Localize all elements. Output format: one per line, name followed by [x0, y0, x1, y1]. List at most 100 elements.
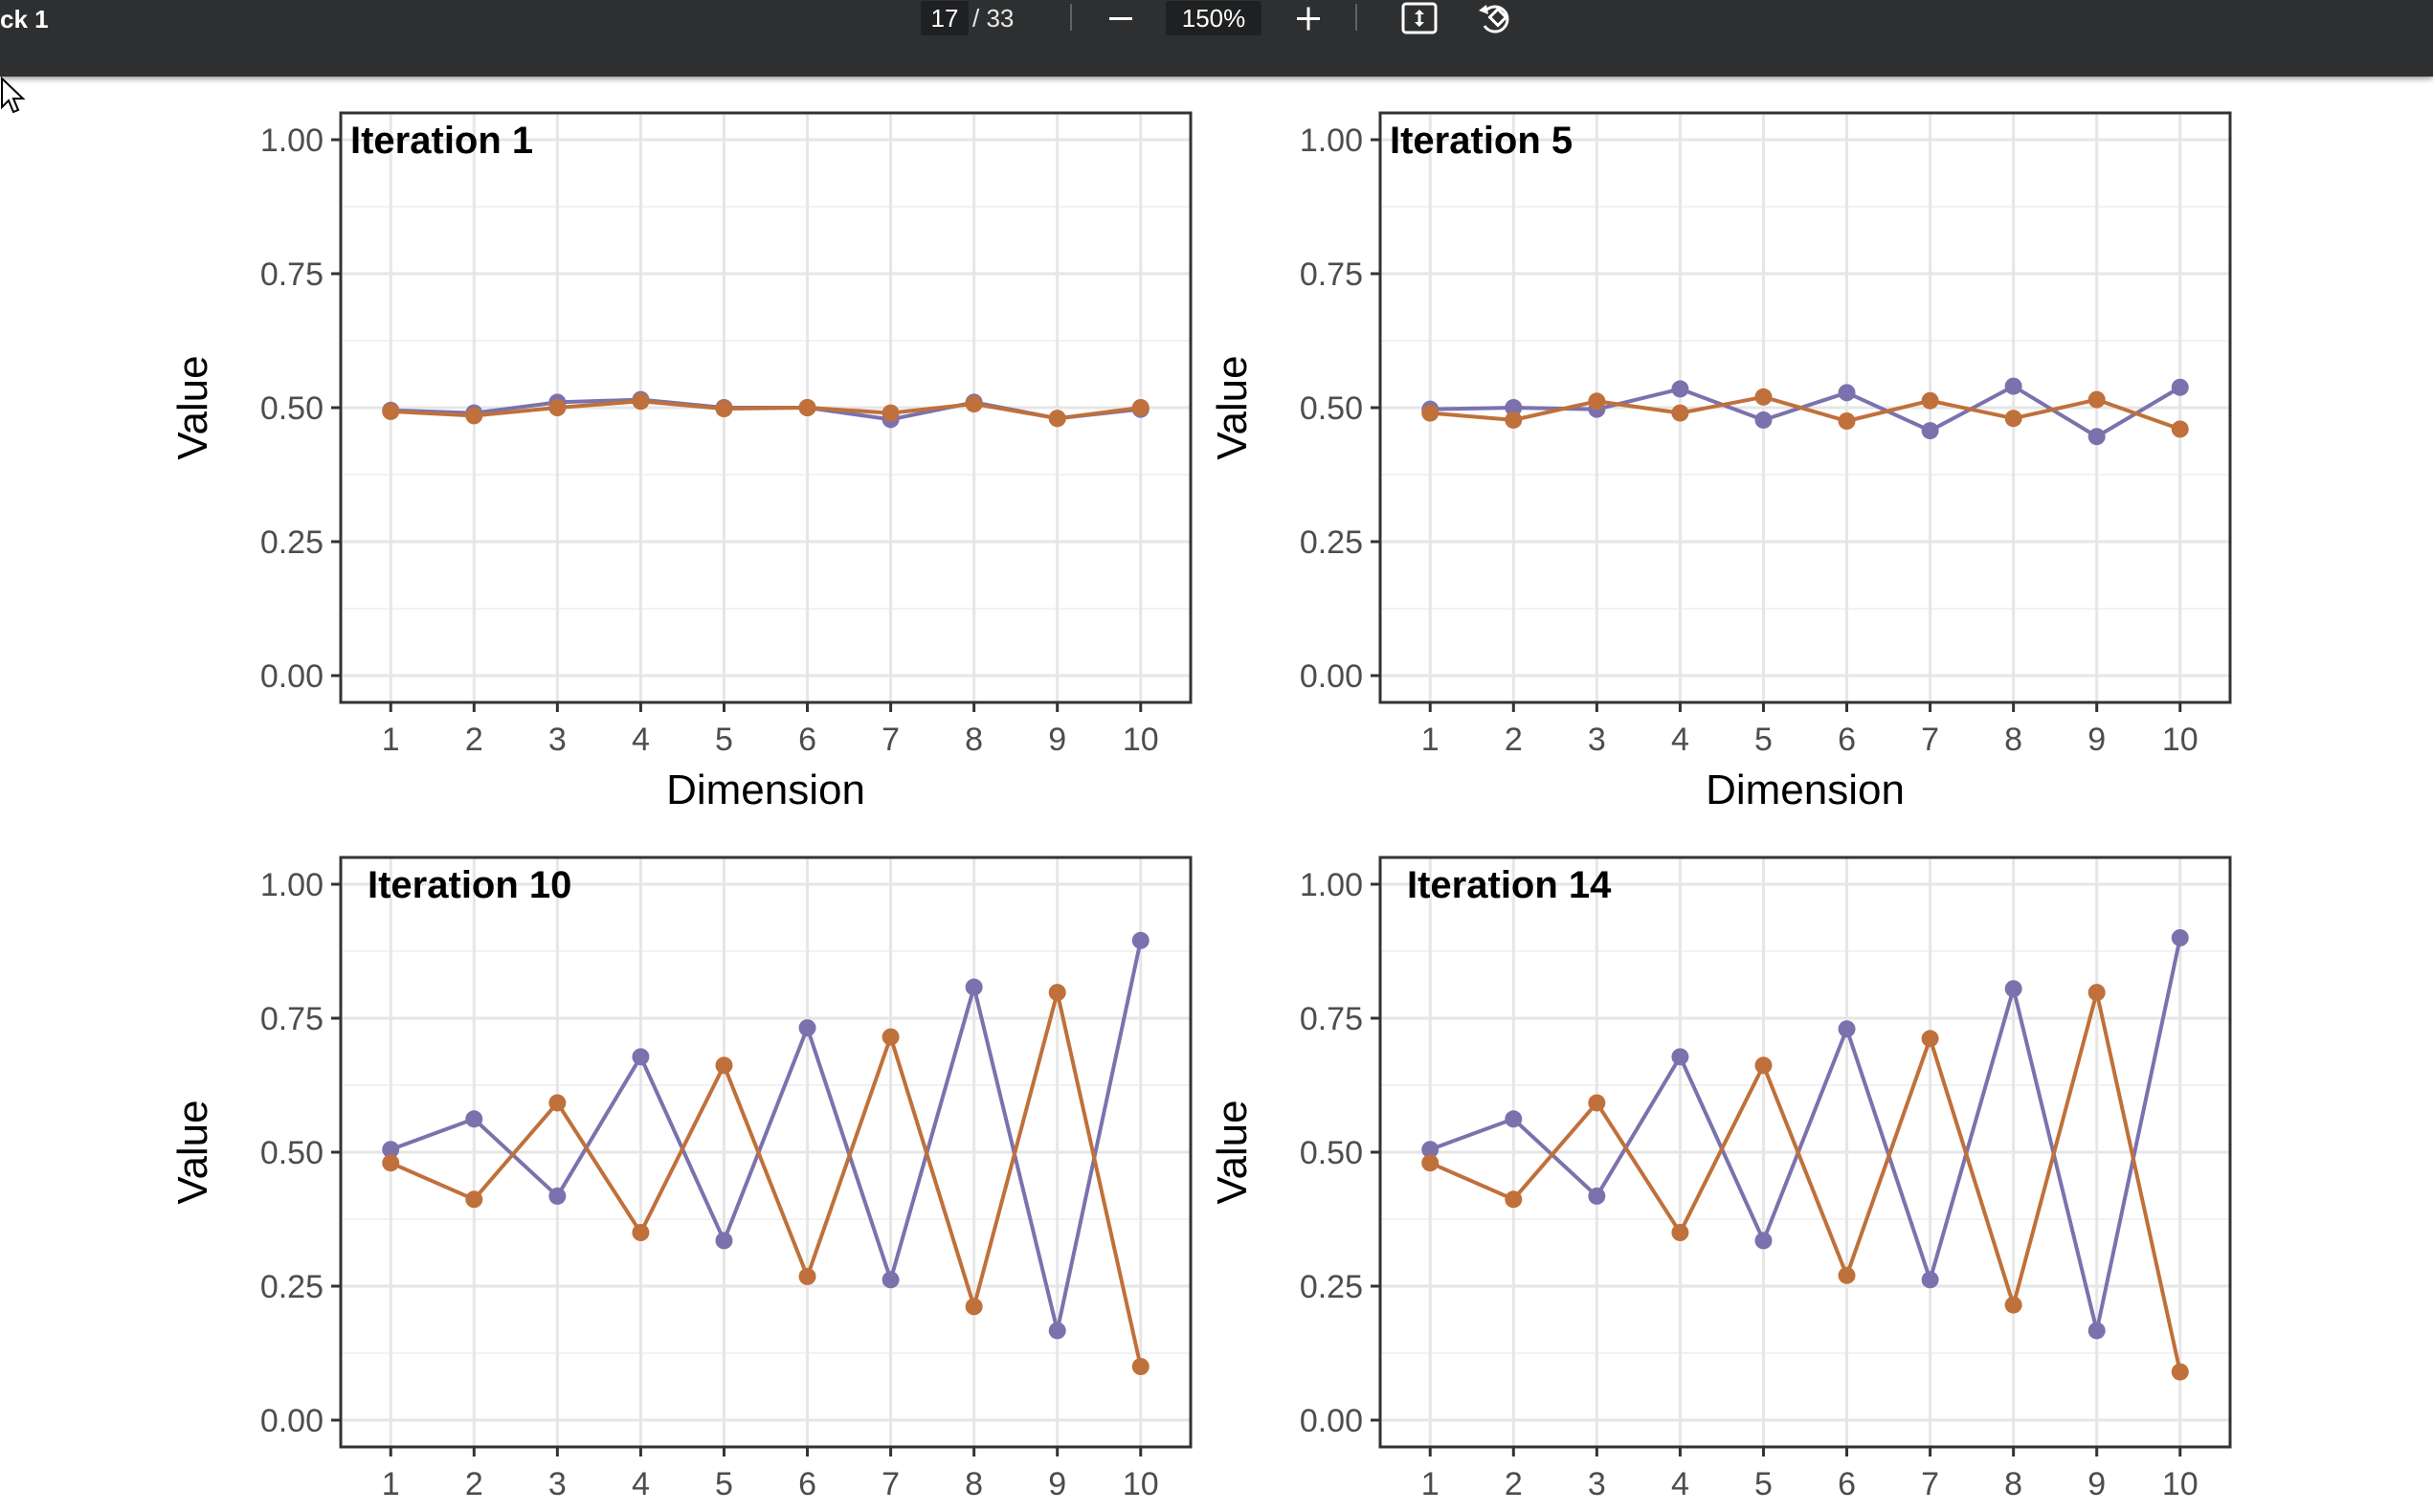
x-tick-label: 4	[632, 1466, 650, 1502]
x-tick-label: 3	[1588, 1466, 1606, 1502]
y-tick-label: 0.50	[1300, 390, 1363, 427]
fit-page-icon	[1401, 2, 1438, 34]
data-point	[1421, 1141, 1440, 1159]
data-point	[715, 1232, 733, 1250]
x-tick-label: 1	[1421, 722, 1440, 758]
page-number-input[interactable]: 17	[921, 1, 969, 35]
mouse-cursor-icon	[0, 77, 26, 114]
plus-icon	[1297, 7, 1320, 31]
faceted-line-charts: Iteration 1 0.00 0.25 0.50 0.75 1.00 1 2 3 4 5 6 7 8 9…	[169, 111, 2232, 1502]
data-point	[1588, 1187, 1606, 1205]
data-point	[1671, 1224, 1689, 1241]
x-tick-label: 6	[1838, 722, 1856, 758]
x-tick-label: 7	[882, 1466, 900, 1502]
x-tick-label: 8	[2004, 1466, 2022, 1502]
series-line	[1430, 394, 2181, 432]
x-tick-label: 2	[465, 1466, 483, 1502]
x-tick-label: 8	[2004, 722, 2022, 758]
data-point	[882, 1028, 900, 1046]
chart-panel: Iteration 5 0.00 0.25 0.50 0.75 1.00 1 2 3 4 5 6 7 8 9…	[1209, 111, 2232, 813]
series-line	[390, 940, 1143, 1333]
x-tick-label: 1	[382, 722, 400, 758]
data-point	[1131, 931, 1150, 949]
x-tick-label: 6	[1838, 1466, 1856, 1502]
data-point	[1671, 404, 1689, 422]
data-point	[1131, 399, 1150, 416]
data-point	[2171, 420, 2189, 438]
panel-title: Iteration 5	[1390, 120, 1573, 162]
pdf-toolbar: ck 1 17 / 33 150%	[0, 0, 2433, 77]
data-point	[465, 1110, 483, 1128]
x-tick-label: 8	[965, 1466, 983, 1502]
rotate-button[interactable]	[1474, 0, 1518, 36]
data-point	[1505, 1190, 1523, 1209]
x-tick-label: 5	[715, 1466, 733, 1502]
toolbar-divider	[1355, 4, 1357, 31]
chart-panel: Iteration 10 0.00 0.25 0.50 0.75 1.00 1 2 3 4 5 6 7 8…	[169, 856, 1193, 1502]
data-point	[1048, 410, 1066, 428]
page-total-label: / 33	[972, 4, 1015, 33]
x-tick-label: 1	[382, 1466, 400, 1502]
data-point	[632, 1224, 650, 1241]
y-tick-label: 0.25	[1300, 1269, 1363, 1305]
x-tick-label: 4	[632, 722, 650, 758]
data-point	[548, 399, 567, 416]
y-tick-label: 0.00	[260, 1403, 324, 1439]
y-axis-label: Value	[1209, 1100, 1256, 1204]
data-point	[1048, 984, 1066, 1002]
x-tick-label: 5	[715, 722, 733, 758]
data-point	[2087, 390, 2106, 409]
data-point	[632, 1048, 650, 1066]
data-point	[2004, 980, 2022, 998]
y-tick-label: 0.75	[1300, 256, 1363, 293]
x-tick-label: 5	[1754, 722, 1773, 758]
x-tick-label: 3	[1588, 722, 1606, 758]
series-line	[1429, 990, 2182, 1373]
zoom-level-input[interactable]: 150%	[1166, 1, 1261, 35]
x-tick-label: 1	[1421, 1466, 1440, 1502]
fit-to-page-button[interactable]	[1397, 0, 1441, 36]
x-tick-label: 10	[2162, 1466, 2199, 1502]
data-point	[465, 407, 483, 425]
y-tick-label: 0.50	[260, 1135, 324, 1171]
data-point	[715, 400, 733, 418]
toolbar-divider	[1070, 4, 1072, 31]
y-tick-label: 1.00	[1300, 122, 1363, 159]
data-point	[1838, 412, 1856, 430]
data-point	[1505, 1110, 1523, 1128]
y-tick-label: 1.00	[260, 867, 324, 903]
data-point	[1671, 1048, 1689, 1066]
data-point	[2171, 1363, 2189, 1381]
x-tick-label: 4	[1671, 1466, 1689, 1502]
data-point	[715, 1056, 733, 1075]
data-point	[1588, 392, 1606, 411]
x-tick-label: 10	[1123, 1466, 1159, 1502]
x-axis-label: Dimension	[666, 767, 865, 813]
x-tick-label: 4	[1671, 722, 1689, 758]
y-axis-label: Value	[169, 1100, 216, 1204]
x-axis-label: Dimension	[1706, 767, 1905, 813]
zoom-in-button[interactable]	[1286, 0, 1330, 36]
x-tick-label: 2	[1505, 722, 1523, 758]
data-point	[1838, 1020, 1856, 1038]
data-point	[965, 1298, 983, 1316]
data-point	[382, 402, 400, 420]
data-point	[798, 399, 816, 416]
chart-panel: Iteration 1 0.00 0.25 0.50 0.75 1.00 1 2 3 4 5 6 7 8 9…	[169, 111, 1193, 813]
y-tick-label: 0.75	[1300, 1001, 1363, 1037]
y-tick-label: 0.25	[1300, 524, 1363, 561]
data-point	[2087, 1322, 2106, 1340]
y-tick-label: 1.00	[1300, 867, 1363, 903]
data-point	[2004, 377, 2022, 395]
x-tick-label: 3	[548, 1466, 567, 1502]
pdf-page[interactable]: Iteration 1 0.00 0.25 0.50 0.75 1.00 1 2 3 4 5 6 7 8 9…	[0, 77, 2433, 1512]
x-tick-label: 10	[2162, 722, 2199, 758]
data-point	[798, 1019, 816, 1037]
zoom-out-button[interactable]	[1099, 0, 1143, 36]
series-line	[1429, 937, 2182, 1333]
x-tick-label: 7	[1921, 722, 1939, 758]
document-title: ck 1	[0, 5, 49, 33]
x-tick-label: 7	[882, 722, 900, 758]
x-tick-label: 10	[1123, 722, 1159, 758]
x-tick-label: 2	[465, 722, 483, 758]
